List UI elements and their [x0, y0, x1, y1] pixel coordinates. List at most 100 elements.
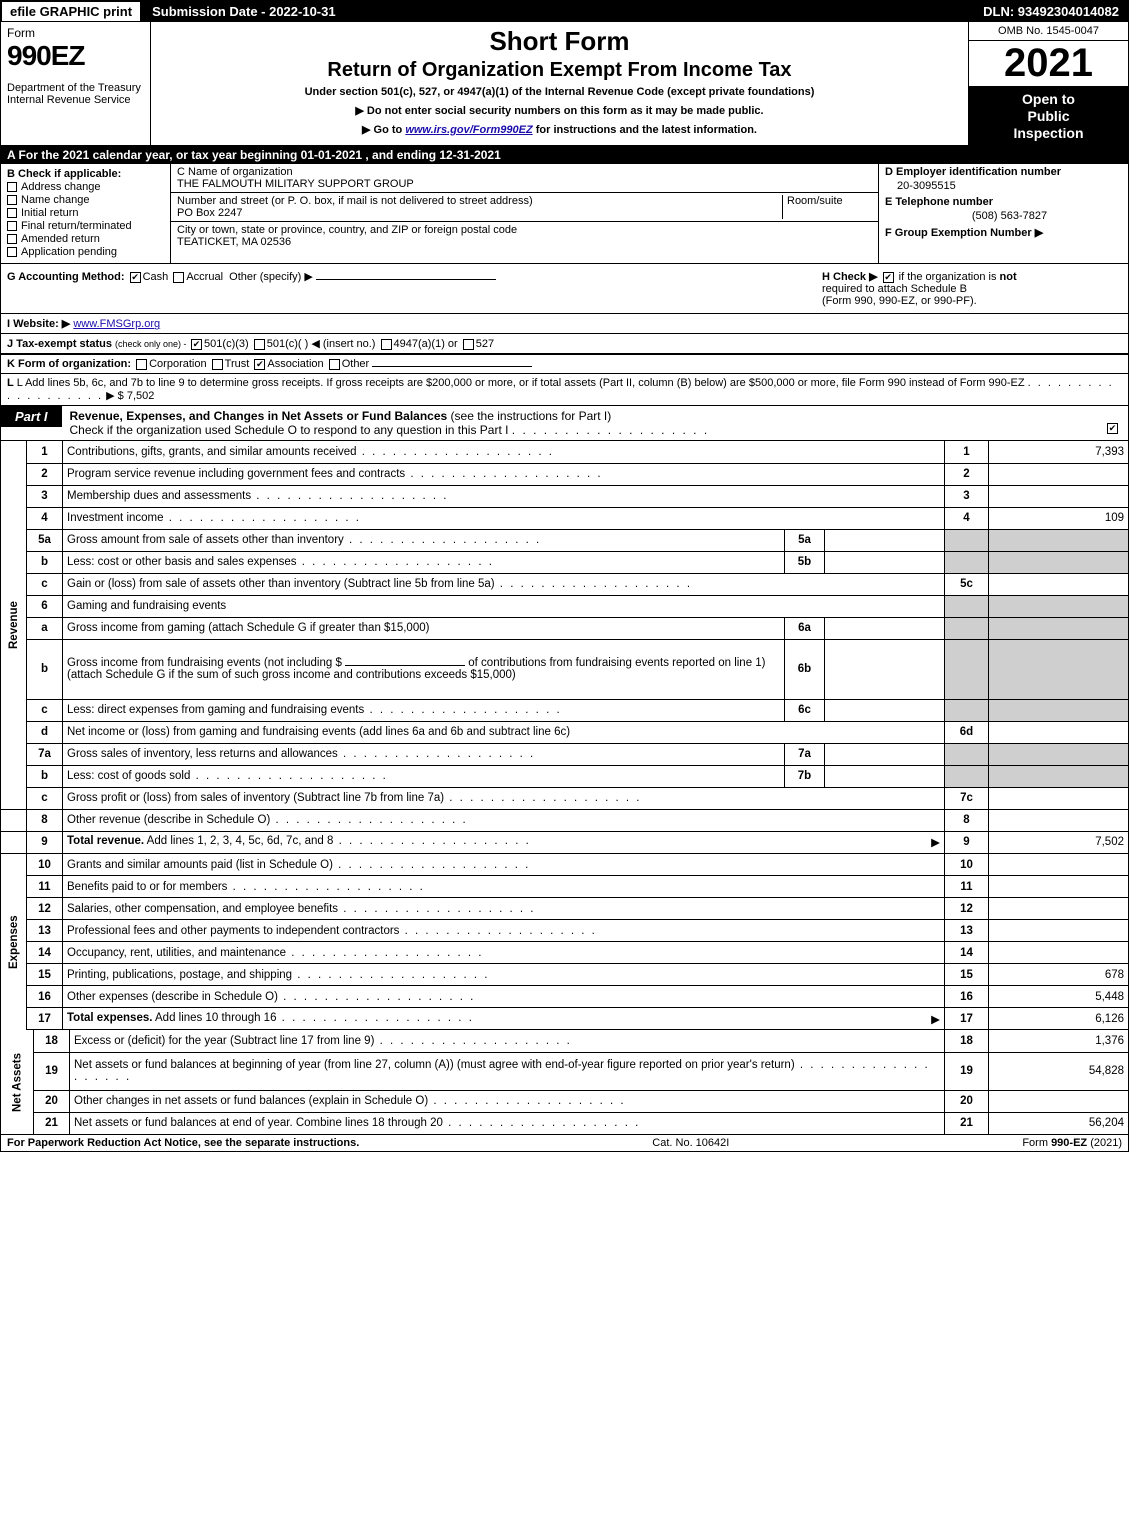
- line-4-num: 4: [27, 507, 63, 529]
- line-19-ref: 19: [945, 1052, 989, 1090]
- checkbox-501c[interactable]: [254, 339, 265, 350]
- line-6a-desc: Gross income from gaming (attach Schedul…: [67, 622, 429, 634]
- line-9-ref: 9: [945, 831, 989, 853]
- row-k: K Form of organization: Corporation Trus…: [0, 354, 1129, 374]
- checkbox-527[interactable]: [463, 339, 474, 350]
- page-footer: For Paperwork Reduction Act Notice, see …: [0, 1135, 1129, 1152]
- c-label: C Name of organization: [177, 166, 872, 178]
- line-13-desc: Professional fees and other payments to …: [67, 925, 399, 937]
- line-20-num: 20: [34, 1090, 70, 1112]
- line-12-ref: 12: [945, 898, 989, 920]
- checkbox-h[interactable]: [883, 272, 894, 283]
- line-19-amount: 54,828: [989, 1052, 1129, 1090]
- line-1-num: 1: [27, 441, 63, 463]
- checkbox-other-org[interactable]: [329, 359, 340, 370]
- row-a-tax-year: A For the 2021 calendar year, or tax yea…: [0, 146, 1129, 164]
- form-word: Form: [7, 26, 144, 40]
- line-6d-ref: 6d: [945, 721, 989, 743]
- label-assoc: Association: [267, 358, 323, 370]
- line-13-ref: 13: [945, 920, 989, 942]
- irs-label: Internal Revenue Service: [7, 94, 144, 106]
- checkbox-cash[interactable]: [130, 272, 141, 283]
- line-14-ref: 14: [945, 942, 989, 964]
- label-501c: 501(c)( ) ◀ (insert no.): [267, 338, 376, 350]
- line-20-ref: 20: [945, 1090, 989, 1112]
- line-8-desc: Other revenue (describe in Schedule O): [67, 814, 270, 826]
- line-21-desc: Net assets or fund balances at end of ye…: [74, 1117, 443, 1129]
- website-link[interactable]: www.FMSGrp.org: [73, 318, 160, 330]
- line-5a-num: 5a: [27, 529, 63, 551]
- checkbox-initial-return[interactable]: [7, 208, 17, 218]
- part1-check-text: Check if the organization used Schedule …: [70, 423, 509, 437]
- k-label: K Form of organization:: [7, 358, 131, 370]
- line-6b-num: b: [27, 639, 63, 699]
- label-527: 527: [476, 338, 494, 350]
- checkbox-501c3[interactable]: [191, 339, 202, 350]
- checkbox-name-change[interactable]: [7, 195, 17, 205]
- netassets-table: Net Assets 18 Excess or (deficit) for th…: [0, 1030, 1129, 1135]
- row-l: L L Add lines 5b, 6c, and 7b to line 9 t…: [0, 374, 1129, 406]
- line-6c-num: c: [27, 699, 63, 721]
- line-9-amount: 7,502: [989, 831, 1129, 853]
- checkbox-accrual[interactable]: [173, 272, 184, 283]
- checkbox-address-change[interactable]: [7, 182, 17, 192]
- inspection-line2: Public: [971, 108, 1126, 125]
- line-20-desc: Other changes in net assets or fund bala…: [74, 1095, 428, 1107]
- line-2-num: 2: [27, 463, 63, 485]
- line-12-desc: Salaries, other compensation, and employ…: [67, 903, 338, 915]
- h-line2: required to attach Schedule B: [822, 283, 1122, 295]
- checkbox-amended[interactable]: [7, 234, 17, 244]
- phone-value: (508) 563-7827: [885, 210, 1122, 222]
- line-7c-desc: Gross profit or (loss) from sales of inv…: [67, 792, 444, 804]
- part1-label: Part I: [1, 406, 62, 427]
- checkbox-4947[interactable]: [381, 339, 392, 350]
- line-10-desc: Grants and similar amounts paid (list in…: [67, 859, 333, 871]
- inspection-line1: Open to: [971, 91, 1126, 108]
- line-6-desc: Gaming and fundraising events: [63, 595, 945, 617]
- label-other-specify: Other (specify) ▶: [229, 271, 313, 283]
- footer-right-bold: 990-EZ: [1051, 1137, 1087, 1149]
- irs-link[interactable]: www.irs.gov/Form990EZ: [405, 124, 532, 136]
- line-7a-desc: Gross sales of inventory, less returns a…: [67, 748, 338, 760]
- line-13-num: 13: [27, 920, 63, 942]
- checkbox-schedule-o[interactable]: [1107, 423, 1118, 434]
- h-pre: H Check ▶: [822, 271, 881, 283]
- section-bcd: B Check if applicable: Address change Na…: [0, 164, 1129, 264]
- line-21-ref: 21: [945, 1112, 989, 1134]
- checkbox-trust[interactable]: [212, 359, 223, 370]
- checkbox-app-pending[interactable]: [7, 247, 17, 257]
- line-5c-num: c: [27, 573, 63, 595]
- line-17-ref: 17: [945, 1008, 989, 1030]
- label-accrual: Accrual: [186, 271, 223, 283]
- line-11-ref: 11: [945, 876, 989, 898]
- line-5b-desc: Less: cost or other basis and sales expe…: [67, 556, 297, 568]
- header-right: OMB No. 1545-0047 2021 Open to Public In…: [968, 22, 1128, 145]
- line-6d-num: d: [27, 721, 63, 743]
- efile-button[interactable]: efile GRAPHIC print: [2, 2, 140, 21]
- line-4-amount: 109: [989, 507, 1129, 529]
- line-2-amount: [989, 463, 1129, 485]
- city-label: City or town, state or province, country…: [177, 224, 872, 236]
- line-17-num: 17: [27, 1008, 63, 1030]
- label-app-pending: Application pending: [21, 246, 117, 258]
- line-14-desc: Occupancy, rent, utilities, and maintena…: [67, 947, 286, 959]
- line-6c-sub: 6c: [785, 699, 825, 721]
- checkbox-corp[interactable]: [136, 359, 147, 370]
- inspection-box: Open to Public Inspection: [969, 87, 1128, 145]
- checkbox-final-return[interactable]: [7, 221, 17, 231]
- goto-pre: ▶ Go to: [362, 124, 405, 136]
- line-7b-desc: Less: cost of goods sold: [67, 770, 190, 782]
- line-18-desc: Excess or (deficit) for the year (Subtra…: [74, 1035, 374, 1047]
- room-suite-label: Room/suite: [782, 195, 872, 219]
- label-initial-return: Initial return: [21, 207, 78, 219]
- checkbox-assoc[interactable]: [254, 359, 265, 370]
- line-5b-num: b: [27, 551, 63, 573]
- line-8-ref: 8: [945, 809, 989, 831]
- line-7a-sub: 7a: [785, 743, 825, 765]
- line-6a-num: a: [27, 617, 63, 639]
- line-18-num: 18: [34, 1030, 70, 1052]
- line-7c-ref: 7c: [945, 787, 989, 809]
- line-19-num: 19: [34, 1052, 70, 1090]
- line-6-num: 6: [27, 595, 63, 617]
- goto-post: for instructions and the latest informat…: [533, 124, 757, 136]
